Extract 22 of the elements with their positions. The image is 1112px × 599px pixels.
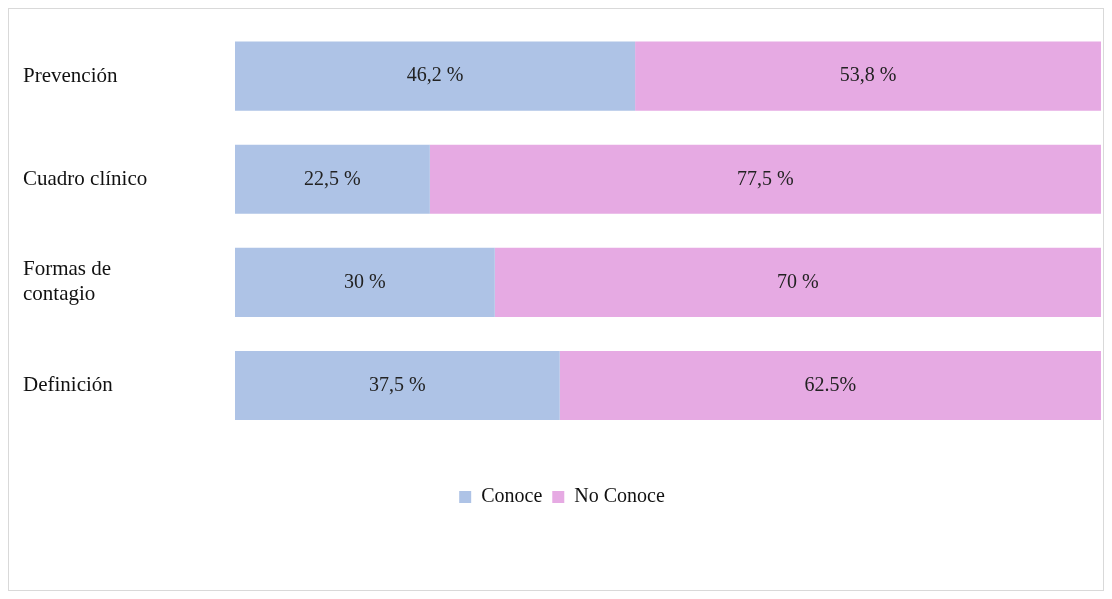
bar	[235, 247, 495, 317]
bar	[635, 41, 1101, 111]
y-tick-label: Formas de contagio	[23, 256, 112, 306]
bar	[559, 350, 1101, 420]
bar	[494, 247, 1101, 317]
bar	[235, 350, 560, 420]
data-label: 77,5 %	[737, 166, 794, 189]
y-tick-label: Prevención	[23, 62, 118, 87]
data-label: 22,5 %	[304, 166, 361, 189]
y-tick-label: Cuadro clínico	[23, 165, 148, 190]
data-label: 37,5 %	[369, 372, 426, 395]
data-label: 53,8 %	[839, 63, 897, 86]
bar	[235, 144, 430, 214]
data-label: 46,2 %	[406, 63, 464, 86]
legend-label: No Conoce	[574, 484, 665, 507]
y-tick-label: Definición	[23, 371, 114, 396]
data-label: 30 %	[344, 269, 386, 292]
bar	[235, 41, 636, 111]
data-label: 62.5%	[804, 372, 857, 395]
legend-label: Conoce	[481, 484, 543, 507]
data-label: 70 %	[777, 269, 819, 292]
bar	[429, 144, 1101, 214]
